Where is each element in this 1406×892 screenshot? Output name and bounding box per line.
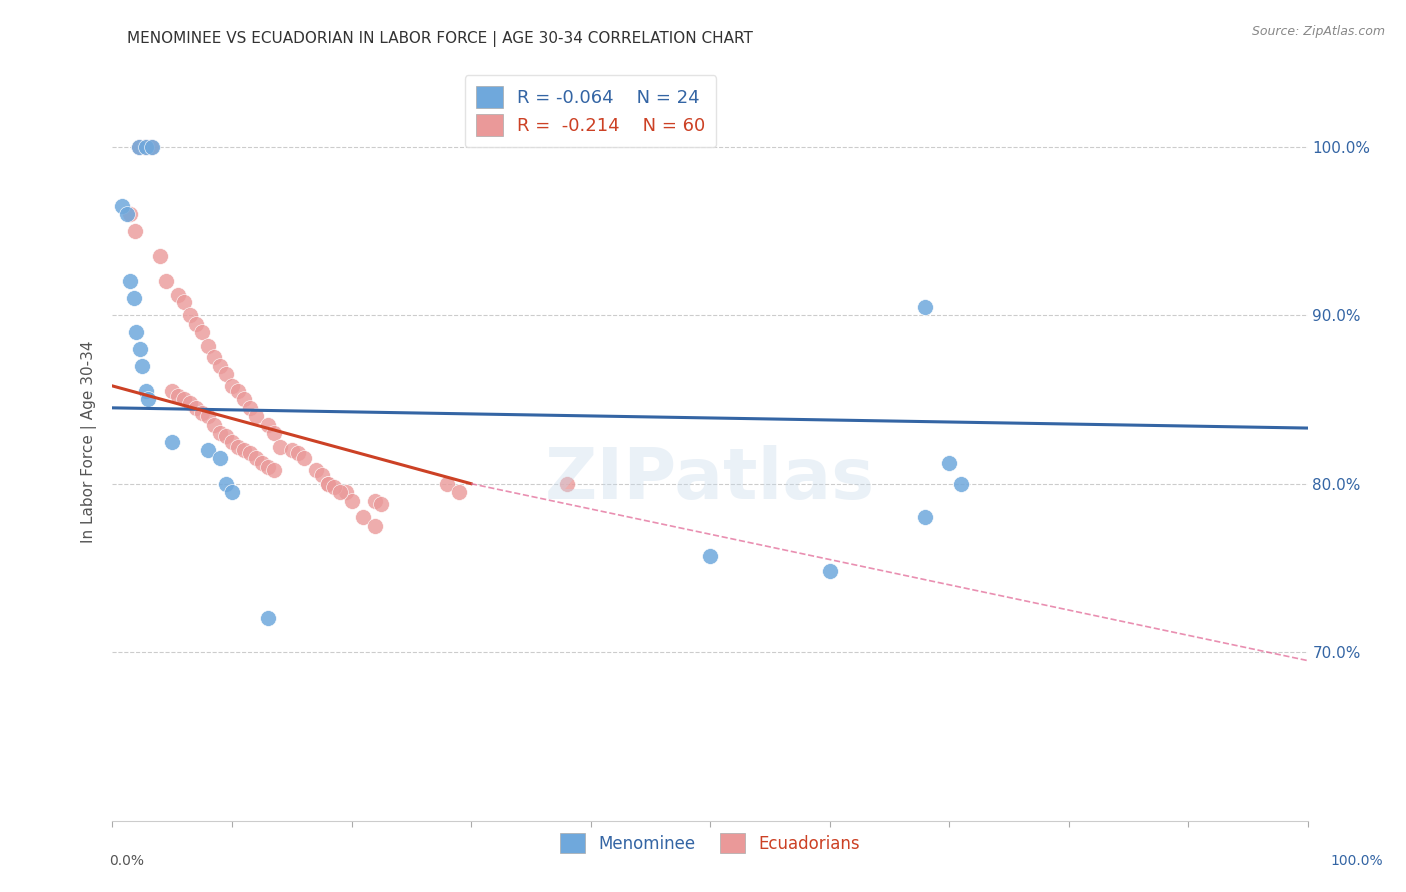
Point	[226, 440, 249, 454]
Point	[167, 389, 190, 403]
Point	[135, 139, 157, 153]
Point	[335, 485, 357, 500]
Point	[131, 359, 153, 373]
Point	[221, 434, 243, 449]
Point	[135, 384, 157, 398]
Point	[124, 224, 146, 238]
Point	[215, 367, 238, 381]
Point	[155, 275, 177, 289]
Point	[173, 392, 195, 407]
Point	[938, 457, 960, 471]
Point	[370, 497, 392, 511]
Point	[197, 409, 219, 424]
Y-axis label: In Labor Force | Age 30-34: In Labor Force | Age 30-34	[80, 340, 97, 543]
Point	[257, 459, 280, 474]
Point	[202, 417, 225, 432]
Point	[173, 294, 195, 309]
Point	[120, 207, 142, 221]
Point	[179, 308, 201, 322]
Point	[233, 392, 256, 407]
Point	[239, 446, 262, 460]
Point	[329, 485, 352, 500]
Point	[257, 611, 280, 625]
Point	[128, 139, 150, 153]
Point	[233, 442, 256, 457]
Point	[269, 440, 291, 454]
Text: 100.0%: 100.0%	[1330, 854, 1384, 868]
Point	[134, 139, 156, 153]
Point	[209, 359, 232, 373]
Point	[129, 342, 152, 356]
Point	[699, 549, 721, 563]
Point	[555, 476, 578, 491]
Point	[179, 396, 201, 410]
Point	[263, 426, 285, 441]
Point	[292, 451, 315, 466]
Point	[311, 468, 333, 483]
Point	[202, 351, 225, 365]
Point	[352, 510, 374, 524]
Point	[316, 476, 339, 491]
Point	[191, 406, 214, 420]
Point	[209, 451, 232, 466]
Point	[197, 338, 219, 352]
Point	[245, 451, 267, 466]
Point	[215, 429, 238, 443]
Point	[162, 384, 183, 398]
Point	[125, 325, 148, 339]
Point	[186, 401, 208, 415]
Point	[245, 409, 267, 424]
Point	[447, 485, 470, 500]
Point	[215, 476, 238, 491]
Point	[281, 442, 304, 457]
Text: MENOMINEE VS ECUADORIAN IN LABOR FORCE | AGE 30-34 CORRELATION CHART: MENOMINEE VS ECUADORIAN IN LABOR FORCE |…	[127, 31, 752, 47]
Point	[226, 384, 249, 398]
Point	[914, 300, 936, 314]
Text: 0.0%: 0.0%	[110, 854, 143, 868]
Point	[115, 207, 138, 221]
Point	[191, 325, 214, 339]
Point	[186, 317, 208, 331]
Point	[436, 476, 458, 491]
Point	[818, 564, 841, 578]
Point	[167, 288, 190, 302]
Point	[139, 139, 162, 153]
Point	[287, 446, 309, 460]
Point	[122, 291, 145, 305]
Point	[340, 493, 363, 508]
Point	[162, 434, 183, 449]
Point	[197, 442, 219, 457]
Point	[305, 463, 328, 477]
Point	[914, 510, 936, 524]
Point	[141, 139, 163, 153]
Point	[257, 417, 280, 432]
Point	[111, 199, 134, 213]
Point	[950, 476, 973, 491]
Point	[149, 249, 172, 263]
Point	[128, 139, 150, 153]
Legend: Menominee, Ecuadorians: Menominee, Ecuadorians	[551, 824, 869, 862]
Text: Source: ZipAtlas.com: Source: ZipAtlas.com	[1251, 25, 1385, 38]
Point	[322, 480, 344, 494]
Point	[221, 379, 243, 393]
Point	[221, 485, 243, 500]
Point	[120, 275, 142, 289]
Point	[263, 463, 285, 477]
Point	[364, 518, 387, 533]
Point	[250, 457, 273, 471]
Point	[239, 401, 262, 415]
Point	[364, 493, 387, 508]
Point	[138, 392, 160, 407]
Text: ZIPatlas: ZIPatlas	[546, 445, 875, 514]
Point	[209, 426, 232, 441]
Point	[316, 476, 339, 491]
